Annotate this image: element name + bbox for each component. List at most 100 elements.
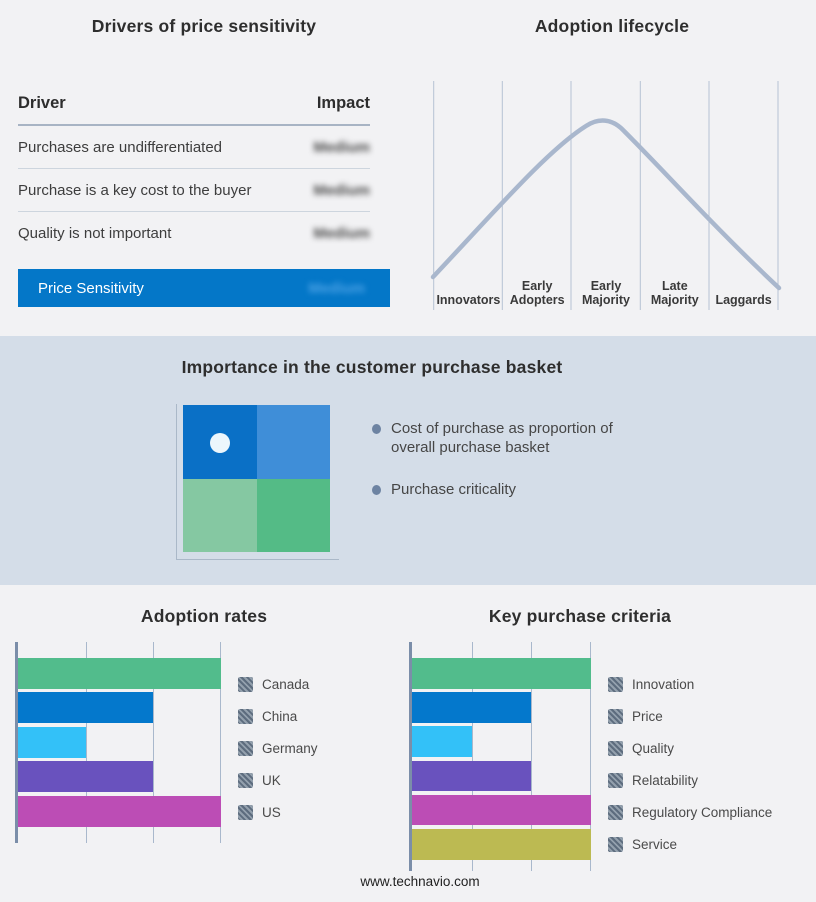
bullet-icon (372, 424, 381, 434)
driver-label: Purchase is a key cost to the buyer (18, 181, 252, 199)
legend-item-relatability: Relatability (608, 764, 772, 796)
legend-swatch-icon (238, 804, 253, 820)
gridline (85, 642, 87, 843)
driver-row: Purchases are undifferentiated Medium (18, 126, 370, 169)
driver-label: Quality is not important (18, 225, 172, 242)
lifecycle-stage-labels: Innovators Early Adopters Early Majority La… (434, 272, 778, 308)
footer-url: www.technavio.com (360, 874, 480, 889)
quadrant-cell-bottom-left (183, 478, 257, 552)
legend-swatch-icon (238, 676, 253, 692)
impact-value: Medium (313, 138, 370, 156)
legend-item-china: China (238, 700, 318, 732)
legend-swatch-icon (608, 804, 623, 820)
key-purchase-criteria-legend: Innovation Price Quality Relatability Regula… (608, 668, 772, 860)
legend-swatch-icon (238, 772, 253, 788)
legend-item-uk: UK (238, 764, 318, 796)
basket-title: Importance in the customer purchase bask… (181, 357, 563, 377)
drivers-table: Driver Impact Purchases are undifferenti… (18, 94, 370, 255)
legend-swatch-icon (608, 708, 623, 724)
stage-label-early-majority: Early Majority (582, 278, 630, 308)
legend-item-germany: Germany (238, 732, 318, 764)
price-sensitivity-label: Price Sensitivity (38, 279, 144, 297)
stage-label-early-adopters: Early Adopters (509, 278, 565, 308)
price-sensitivity-impact-value: Medium (308, 279, 365, 297)
quadrant-graphic (183, 405, 330, 552)
bar-uk (18, 761, 154, 793)
stage-label-late-majority: Late Majority (650, 278, 699, 308)
bullet-item: Purchase criticality (372, 480, 634, 499)
legend-label: China (262, 708, 298, 724)
stage-label-innovators: Innovators (436, 293, 501, 308)
legend-swatch-icon (608, 740, 623, 756)
gridline (220, 642, 221, 843)
drivers-table-body: Purchases are undifferentiated Medium Purc… (18, 126, 370, 255)
driver-label: Purchases are undifferentiated (18, 138, 223, 156)
basket-bullet-list: Cost of purchase as proportion of overal… (372, 419, 634, 499)
gridline (471, 642, 473, 871)
driver-row: Quality is not important Medium (18, 212, 370, 255)
legend-swatch-icon (608, 836, 623, 852)
quadrant-cell-bottom-right (256, 478, 330, 552)
impact-column-header: Impact (316, 94, 370, 112)
bar-innovation (412, 658, 591, 689)
stage-label-laggards: Laggards (715, 293, 772, 308)
legend-label: Price (632, 708, 663, 724)
legend-label: UK (262, 772, 281, 788)
driver-row: Purchase is a key cost to the buyer Mediu… (18, 169, 370, 212)
legend-label: US (262, 804, 281, 820)
adoption-rates-legend: Canada China Germany UK US (238, 668, 318, 828)
legend-swatch-icon (608, 772, 623, 788)
bullet-text: Cost of purchase as proportion of overal… (391, 420, 613, 456)
key-purchase-criteria-chart (409, 642, 591, 871)
legend-label: Relatability (632, 772, 699, 788)
key-purchase-criteria-title: Key purchase criteria (488, 606, 672, 626)
bar-quality (412, 726, 472, 757)
legend-label: Regulatory Compliance (632, 804, 773, 820)
bar-germany (18, 726, 86, 758)
gridline (590, 642, 591, 871)
lifecycle-gridlines (433, 81, 779, 310)
bar-china (18, 692, 154, 724)
gridline (153, 642, 155, 843)
lifecycle-title: Adoption lifecycle (534, 16, 690, 36)
legend-item-canada: Canada (238, 668, 318, 700)
legend-item-price: Price (608, 700, 772, 732)
quadrant-axes (176, 404, 339, 560)
legend-item-regulatory-compliance: Regulatory Compliance (608, 796, 772, 828)
legend-swatch-icon (238, 708, 253, 724)
gridline (531, 642, 533, 871)
legend-swatch-icon (238, 740, 253, 756)
legend-label: Service (632, 836, 678, 852)
adoption-rates-chart (15, 642, 221, 843)
legend-label: Canada (262, 676, 310, 692)
legend-item-quality: Quality (608, 732, 772, 764)
impact-value: Medium (313, 181, 370, 199)
bar-canada (18, 658, 221, 689)
drivers-table-header: Driver Impact (18, 94, 370, 126)
bullet-icon (372, 485, 381, 495)
lifecycle-chart (430, 81, 782, 310)
legend-label: Germany (262, 740, 318, 756)
legend-label: Quality (632, 740, 675, 756)
bullet-item: Cost of purchase as proportion of overal… (372, 419, 634, 457)
impact-value: Medium (313, 225, 370, 242)
bullet-text: Purchase criticality (391, 481, 517, 498)
adoption-rates-title: Adoption rates (140, 606, 268, 626)
bar-service (412, 829, 591, 860)
price-sensitivity-row: Price Sensitivity Medium (18, 269, 390, 307)
bar-us (18, 795, 221, 827)
purchase-basket-band: Importance in the customer purchase bask… (0, 336, 816, 585)
lifecycle-curve (430, 118, 782, 291)
drivers-panel-title: Drivers of price sensitivity (91, 16, 317, 36)
legend-item-us: US (238, 796, 318, 828)
quadrant-marker-dot (210, 433, 230, 453)
quadrant-cell-top-right (256, 405, 330, 479)
legend-swatch-icon (608, 676, 623, 692)
legend-label: Innovation (632, 676, 695, 692)
driver-column-header: Driver (18, 94, 66, 112)
bar-regulatory-compliance (412, 794, 591, 826)
legend-item-innovation: Innovation (608, 668, 772, 700)
bar-price (412, 692, 532, 723)
bar-relatability (412, 760, 532, 792)
